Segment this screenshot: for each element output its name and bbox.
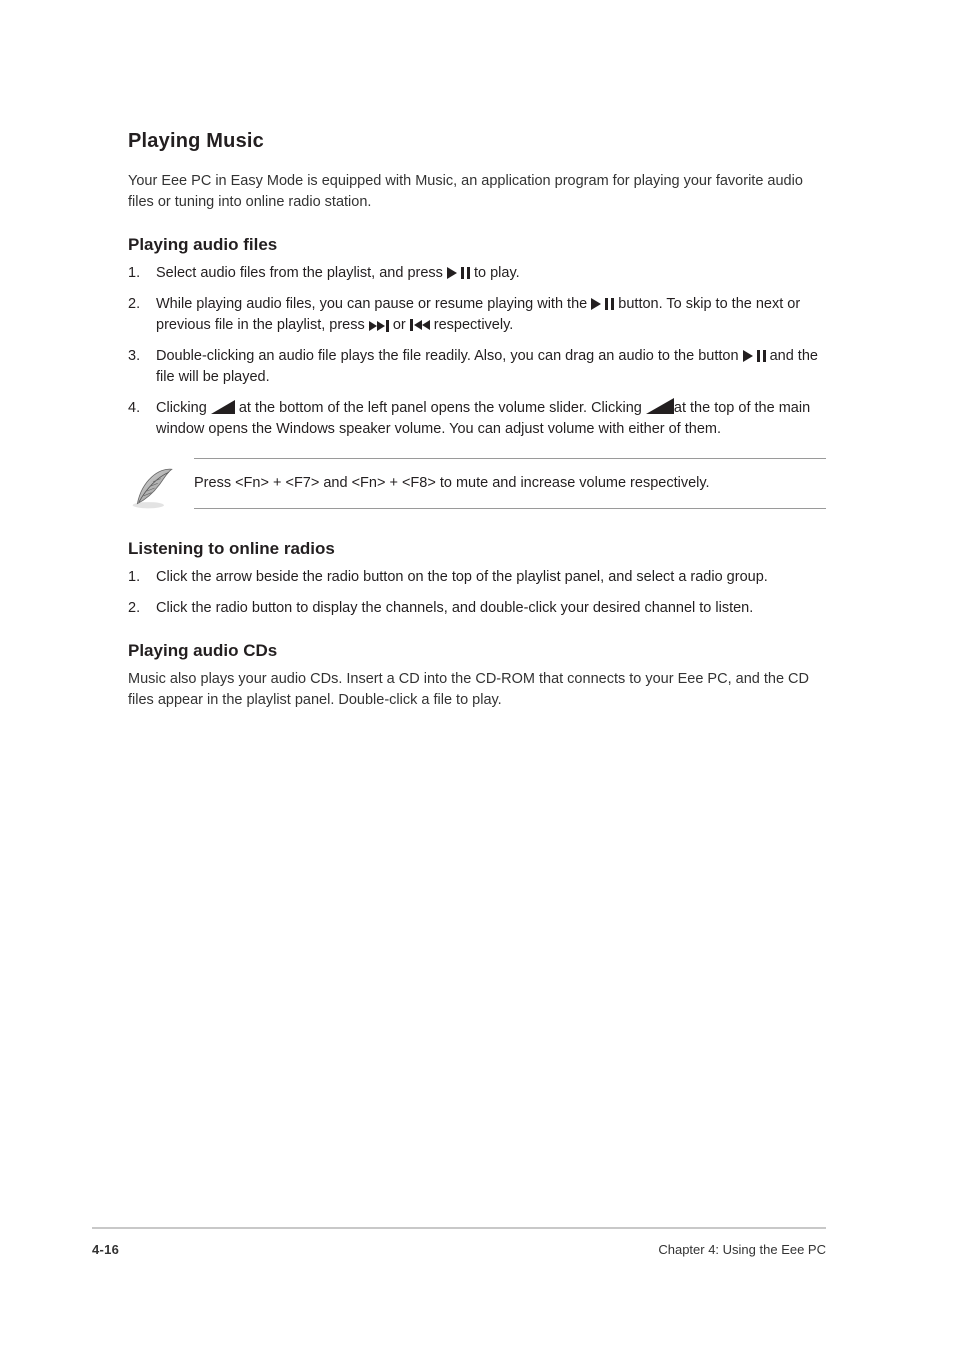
step-number: 1.: [128, 567, 156, 588]
footer-page-number: 4-16: [92, 1242, 119, 1257]
volume-ramp-icon-large: [646, 400, 670, 414]
step-text: Click the arrow beside the radio button …: [156, 567, 826, 588]
step-1: 1. Select audio files from the playlist,…: [128, 263, 826, 284]
page-heading: Playing Music: [128, 130, 826, 153]
step-text: respectively.: [434, 317, 514, 333]
step-text: at the bottom of the left panel opens th…: [239, 400, 642, 416]
step-text: Click the radio button to display the ch…: [156, 598, 826, 619]
footer-rule: [92, 1227, 826, 1229]
step-number: 2.: [128, 598, 156, 619]
step-text: Clicking: [156, 400, 207, 416]
step-text-tail: to play.: [474, 265, 520, 281]
play-pause-icon: [743, 350, 766, 362]
radio-steps: 1. Click the arrow beside the radio butt…: [128, 567, 826, 619]
intro-text: Your Eee PC in Easy Mode is equipped wit…: [128, 171, 826, 213]
play-steps: 1. Select audio files from the playlist,…: [128, 263, 826, 440]
footer-chapter: Chapter 4: Using the Eee PC: [658, 1242, 826, 1257]
cd-heading: Playing audio CDs: [128, 641, 826, 661]
note-text: Press <Fn> + <F7> and <Fn> + <F8> to mut…: [194, 458, 826, 509]
next-track-icon: [369, 320, 389, 332]
feather-icon: [128, 458, 194, 517]
volume-ramp-icon: [211, 400, 235, 414]
step-4: 4. Clicking at the bottom of the left pa…: [128, 398, 826, 440]
step-number: 4.: [128, 398, 156, 440]
step-2: 2. While playing audio files, you can pa…: [128, 294, 826, 336]
radio-step-1: 1. Click the arrow beside the radio butt…: [128, 567, 826, 588]
prev-track-icon: [410, 319, 430, 331]
radio-step-2: 2. Click the radio button to display the…: [128, 598, 826, 619]
step-number: 1.: [128, 263, 156, 284]
note-callout: Press <Fn> + <F7> and <Fn> + <F8> to mut…: [128, 458, 826, 517]
play-pause-icon: [447, 267, 470, 279]
step-text: or: [393, 317, 406, 333]
play-pause-icon: [591, 298, 614, 310]
cd-text: Music also plays your audio CDs. Insert …: [128, 669, 826, 711]
step-text: Double-clicking an audio file plays the …: [156, 348, 739, 364]
step-number: 3.: [128, 346, 156, 388]
step-text: While playing audio files, you can pause…: [156, 296, 587, 312]
radio-heading: Listening to online radios: [128, 539, 826, 559]
step-number: 2.: [128, 294, 156, 336]
play-heading: Playing audio files: [128, 235, 826, 255]
step-text: Select audio files from the playlist, an…: [156, 265, 443, 281]
step-3: 3. Double-clicking an audio file plays t…: [128, 346, 826, 388]
